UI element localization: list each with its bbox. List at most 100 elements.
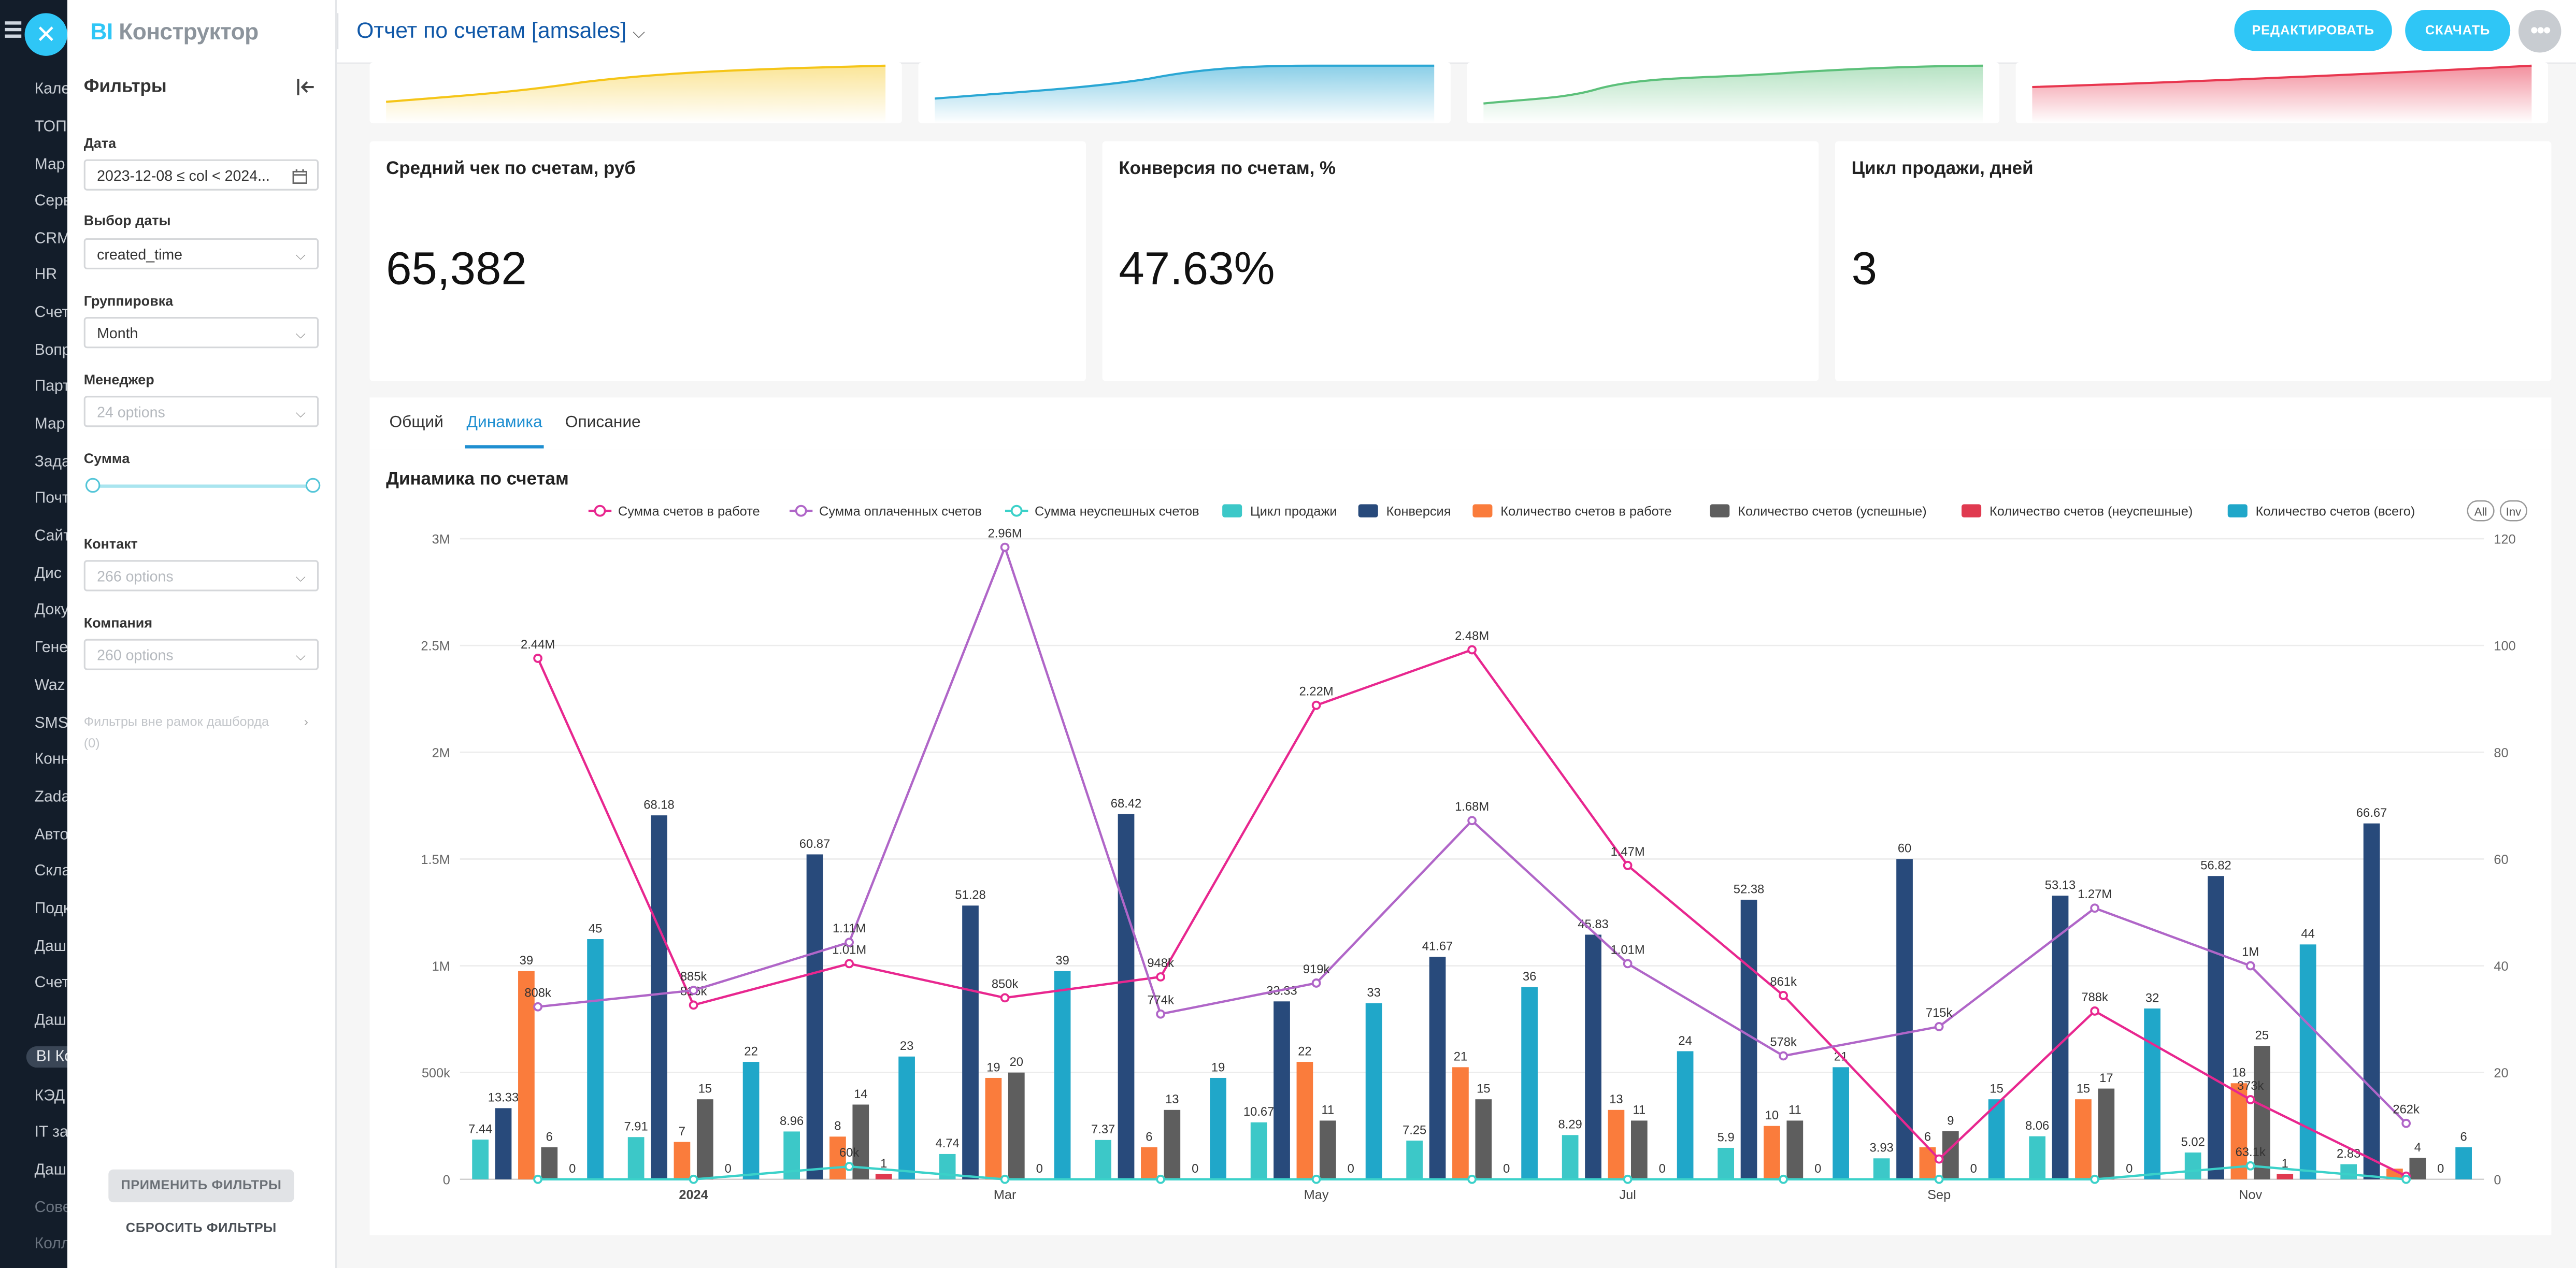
bar	[1118, 814, 1135, 1179]
nav-item[interactable]: Скла	[34, 862, 68, 881]
date-filter-input[interactable]: 2023-12-08 ≤ col < 2024...	[83, 159, 319, 191]
bar	[1296, 1062, 1313, 1179]
nav-item[interactable]: Парт	[34, 378, 68, 396]
line-data-label: 861k	[1770, 975, 1797, 989]
reset-filters-button[interactable]: СБРОСИТЬ ФИЛЬТРЫ	[125, 1220, 277, 1235]
bar-data-label: 0	[725, 1162, 732, 1176]
line-point	[2245, 961, 2255, 971]
sum-slider-min-handle[interactable]	[85, 478, 101, 493]
nav-item[interactable]: Гене	[34, 639, 68, 657]
menu-icon[interactable]	[5, 21, 22, 38]
nav-item[interactable]: Вопр	[34, 341, 68, 360]
legend-point-marker	[795, 505, 807, 517]
line-data-label: 850k	[992, 977, 1019, 991]
nav-item[interactable]: Серв	[34, 192, 67, 210]
edit-button[interactable]: РЕДАКТИРОВАТЬ	[2234, 10, 2392, 51]
nav-item[interactable]: SMS	[34, 714, 68, 733]
bar-data-label: 0	[569, 1162, 576, 1176]
nav-item[interactable]: HR	[34, 266, 58, 284]
tab-dynamics[interactable]: Динамика	[466, 414, 542, 432]
nav-item[interactable]: Даш	[34, 1161, 66, 1179]
nav-item[interactable]: CRM	[34, 229, 68, 248]
bar-data-label: 8.96	[780, 1114, 804, 1128]
bar	[742, 1062, 760, 1179]
sum-slider-max-handle[interactable]	[305, 478, 321, 493]
line-point	[845, 938, 854, 947]
bar-data-label: 7.91	[624, 1120, 648, 1134]
nav-item[interactable]: КЭД	[34, 1087, 65, 1106]
sum-range-slider[interactable]	[92, 484, 311, 488]
kpi-title: Конверсия по счетам, %	[1119, 159, 1336, 179]
nav-item[interactable]: ТОП	[34, 118, 67, 137]
tab-description[interactable]: Описание	[565, 414, 641, 432]
more-icon[interactable]: •••	[2518, 10, 2561, 53]
line-point	[845, 1162, 854, 1171]
line-point	[533, 654, 542, 663]
bar-data-label: 6	[1924, 1130, 1931, 1144]
nav-item[interactable]: Подк	[34, 900, 68, 918]
nav-item[interactable]: Сове	[34, 1199, 67, 1217]
bar-data-label: 6	[1146, 1130, 1152, 1144]
legend-label: Сумма оплаченных счетов	[819, 505, 982, 519]
nav-item[interactable]: Мар	[34, 415, 65, 434]
nav-item[interactable]: Авто	[34, 826, 68, 844]
line-point	[1934, 1174, 1944, 1184]
legend-point-marker	[594, 505, 606, 517]
bar	[1250, 1122, 1267, 1179]
line-data-label: 1M	[2242, 945, 2259, 959]
line-data-label: 2.44M	[521, 638, 555, 652]
bar-data-label: 15	[1990, 1082, 2003, 1096]
contact-select[interactable]: 266 options ⌵	[83, 560, 319, 592]
line-data-label: 788k	[2081, 990, 2108, 1004]
legend-invert-button	[2499, 500, 2528, 522]
report-title-dropdown[interactable]: Отчет по счетам [amsales] ⌵	[356, 18, 646, 43]
y-right-tick-label: 80	[2494, 746, 2508, 760]
bar	[2098, 1088, 2115, 1179]
nav-item[interactable]: Сайт	[34, 527, 68, 545]
bar	[1164, 1110, 1181, 1179]
nav-item[interactable]: IT за	[34, 1123, 68, 1142]
nav-item[interactable]: Счет	[34, 304, 68, 322]
line-point	[1934, 1022, 1944, 1031]
bar	[962, 905, 979, 1179]
line-point	[1156, 1009, 1165, 1019]
bar-data-label: 0	[1192, 1162, 1198, 1176]
line-data-label: 885k	[680, 970, 707, 984]
company-select[interactable]: 260 options ⌵	[83, 639, 319, 670]
nav-item[interactable]: Даш	[34, 938, 66, 956]
tab-general[interactable]: Общий	[389, 414, 443, 432]
collapse-panel-icon[interactable]	[296, 77, 316, 97]
bar	[541, 1147, 558, 1179]
apply-filters-button[interactable]: ПРИМЕНИТЬ ФИЛЬТРЫ	[108, 1169, 294, 1203]
nav-item[interactable]: Даш	[34, 1012, 66, 1030]
nav-item[interactable]: Колл	[34, 1235, 68, 1253]
nav-item[interactable]: Дис	[34, 565, 62, 583]
date-choice-select[interactable]: created_time ⌵	[83, 238, 319, 270]
nav-item[interactable]: BI Ко	[26, 1046, 68, 1068]
nav-item[interactable]: Доку	[34, 601, 68, 619]
manager-select[interactable]: 24 options ⌵	[83, 396, 319, 427]
nav-item[interactable]: Почт	[34, 489, 68, 508]
bar-data-label: 22	[1298, 1044, 1311, 1058]
outside-filters-link[interactable]: Фильтры вне рамок дашборда (0) ›	[84, 711, 314, 754]
nav-item[interactable]: Кале	[34, 80, 68, 99]
close-button[interactable]: ✕	[24, 13, 68, 56]
bar-data-label: 56.82	[2200, 859, 2231, 873]
nav-item[interactable]: Зада	[34, 453, 68, 472]
bar	[2277, 1174, 2294, 1179]
nav-item[interactable]: Счет	[34, 974, 68, 992]
grouping-select[interactable]: Month ⌵	[83, 317, 319, 349]
bar-data-label: 15	[698, 1082, 712, 1096]
top-bar	[337, 0, 2576, 64]
nav-item[interactable]: Конн	[34, 751, 68, 769]
bar	[2230, 1083, 2248, 1179]
nav-item[interactable]: Мар	[34, 156, 65, 175]
chevron-down-icon: ⌵	[295, 406, 306, 421]
bar	[674, 1142, 691, 1179]
legend-swatch	[1472, 504, 1493, 517]
nav-item[interactable]: Waz	[34, 676, 65, 695]
bar-data-label: 24	[1678, 1034, 1692, 1048]
line-point	[2090, 1174, 2100, 1184]
nav-item[interactable]: Zada	[34, 788, 68, 806]
download-button[interactable]: СКАЧАТЬ	[2405, 10, 2511, 51]
